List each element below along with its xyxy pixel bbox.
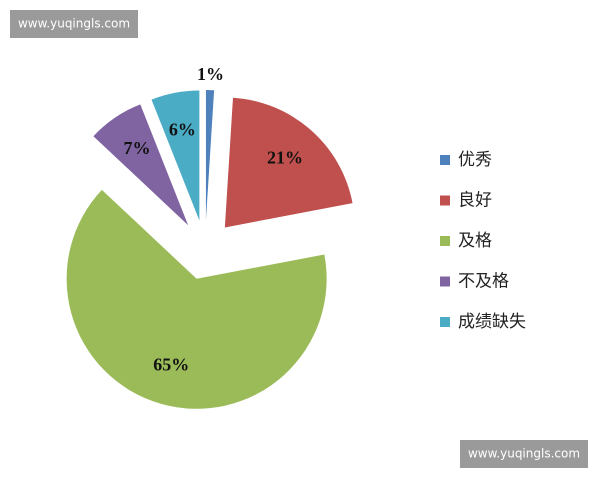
- legend-label: 及格: [458, 231, 492, 251]
- legend-swatch: [440, 276, 450, 287]
- legend-swatch: [440, 317, 450, 327]
- legend-swatch: [440, 195, 450, 206]
- pie-slice: [93, 104, 189, 226]
- legend-label: 成绩缺失: [458, 312, 526, 332]
- data-label: 6%: [169, 119, 196, 139]
- pie-slice: [66, 189, 327, 409]
- watermark: www.yuqingls.com: [18, 17, 130, 31]
- watermark-box: [10, 10, 138, 38]
- legend-label: 良好: [458, 191, 492, 211]
- legend-label: 优秀: [458, 150, 492, 170]
- legend-swatch: [440, 155, 450, 165]
- data-label: 65%: [153, 354, 189, 374]
- legend-swatch: [440, 236, 450, 246]
- data-label: 7%: [123, 138, 150, 158]
- legend-label: 不及格: [458, 272, 509, 292]
- data-label: 21%: [267, 147, 303, 167]
- pie-slice: [224, 97, 353, 228]
- pie-slice: [151, 90, 200, 221]
- watermark-box: [460, 440, 588, 468]
- data-label: 1%: [197, 64, 224, 84]
- watermark: www.yuqingls.com: [468, 447, 580, 461]
- pie-slice: [205, 90, 215, 221]
